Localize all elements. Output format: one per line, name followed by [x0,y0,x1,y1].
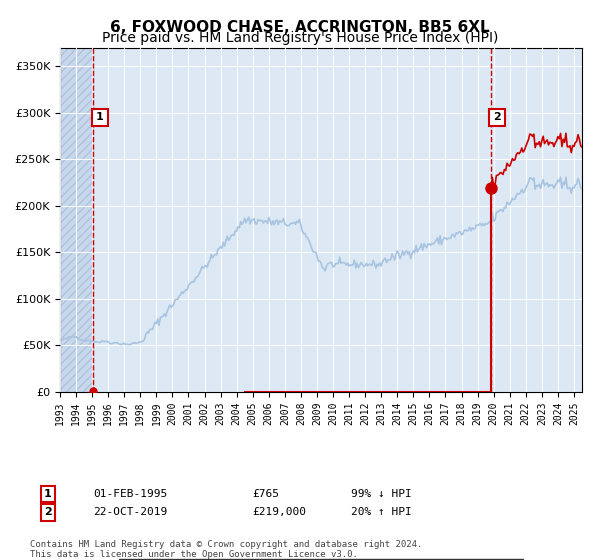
Text: Price paid vs. HM Land Registry's House Price Index (HPI): Price paid vs. HM Land Registry's House … [102,31,498,45]
Bar [60,48,94,392]
Text: 1: 1 [96,113,104,123]
Text: 99% ↓ HPI: 99% ↓ HPI [351,489,412,499]
Text: 01-FEB-1995: 01-FEB-1995 [93,489,167,499]
Text: £219,000: £219,000 [252,507,306,517]
Text: 22-OCT-2019: 22-OCT-2019 [93,507,167,517]
Text: Contains HM Land Registry data © Crown copyright and database right 2024.
This d: Contains HM Land Registry data © Crown c… [30,540,422,559]
Text: 2: 2 [493,113,501,123]
Bar [60,48,94,392]
Legend: 6, FOXWOOD CHASE, ACCRINGTON, BB5 6XL (detached house), HPI: Average price, deta: 6, FOXWOOD CHASE, ACCRINGTON, BB5 6XL (d… [119,559,523,560]
Text: 6, FOXWOOD CHASE, ACCRINGTON, BB5 6XL: 6, FOXWOOD CHASE, ACCRINGTON, BB5 6XL [110,20,490,35]
Text: 2: 2 [44,507,52,517]
Text: £765: £765 [252,489,279,499]
Text: 1: 1 [44,489,52,499]
Text: 20% ↑ HPI: 20% ↑ HPI [351,507,412,517]
